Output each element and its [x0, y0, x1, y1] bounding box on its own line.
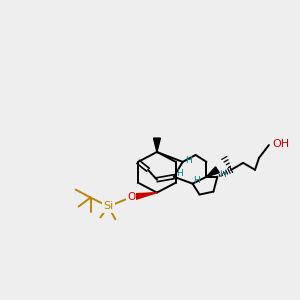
Text: H: H [194, 176, 200, 185]
Text: O: O [127, 192, 135, 202]
Text: Si: Si [103, 202, 113, 212]
Text: OH: OH [273, 139, 290, 149]
Polygon shape [154, 138, 160, 152]
Text: H: H [219, 170, 226, 179]
Polygon shape [130, 193, 157, 201]
Text: H: H [185, 156, 191, 165]
Polygon shape [206, 167, 219, 177]
Text: H: H [176, 169, 182, 178]
